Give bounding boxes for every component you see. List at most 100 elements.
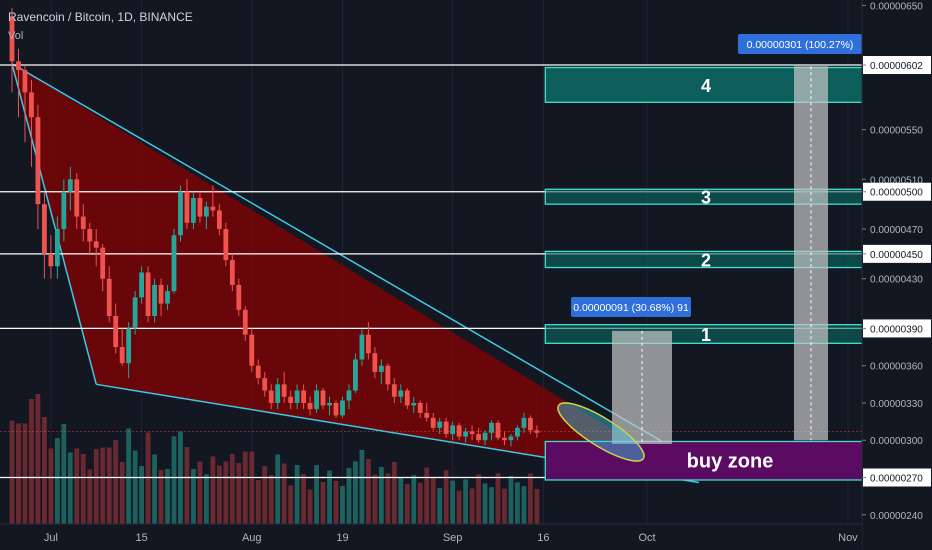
candle <box>482 432 488 441</box>
candle <box>288 396 294 403</box>
volume-bar <box>42 417 47 524</box>
volume-bar <box>100 447 106 524</box>
volume-bar <box>398 477 404 524</box>
candle <box>359 334 365 360</box>
candle <box>456 425 462 437</box>
candle <box>268 390 274 403</box>
volume-bar <box>366 459 371 524</box>
volume-bar <box>314 465 319 524</box>
volume-bar <box>327 470 332 524</box>
candle <box>372 353 378 372</box>
price-tick-label: 0.00000602 <box>870 61 923 72</box>
candle <box>281 384 287 397</box>
volume-bar <box>74 448 80 524</box>
volume-bar <box>9 420 15 524</box>
volume-bar <box>534 489 540 524</box>
volume-bar <box>359 450 365 524</box>
candle <box>476 434 481 441</box>
candle <box>320 390 326 406</box>
candle <box>301 390 306 403</box>
volume-bar <box>495 473 501 524</box>
wedge-lower-line <box>11 63 97 385</box>
volume-bar <box>521 486 527 524</box>
volume-bar <box>204 474 209 524</box>
price-tick-label: 0.00000510 <box>870 175 923 186</box>
volume-bar <box>249 451 255 524</box>
volume-bar <box>294 465 300 524</box>
candle <box>204 206 209 217</box>
candle <box>262 378 268 391</box>
price-tick-label: 0.00000390 <box>870 324 923 335</box>
volume-bar <box>80 454 86 524</box>
candle <box>184 191 190 223</box>
measure-label-box <box>571 297 691 317</box>
price-level-badge <box>863 319 931 338</box>
candle <box>346 390 352 401</box>
volume-bar <box>489 487 494 524</box>
volume-bar <box>35 394 41 524</box>
volume-bar <box>288 485 294 524</box>
candle <box>327 402 332 406</box>
candle <box>80 216 86 230</box>
candle <box>165 291 170 304</box>
candle <box>93 241 99 248</box>
zone-label-3: 3 <box>701 188 711 208</box>
volume-bar <box>145 432 151 524</box>
price-level-badge <box>863 182 931 201</box>
price-tick-label: 0.00000450 <box>870 250 923 261</box>
candle <box>216 210 222 230</box>
volume-bar <box>411 475 417 524</box>
candle <box>152 284 157 316</box>
candle <box>469 431 475 435</box>
candle <box>430 417 436 428</box>
candle <box>242 309 248 335</box>
volume-bar <box>210 456 216 524</box>
volume-bar <box>191 469 196 524</box>
volume-bar <box>333 480 339 524</box>
volume-bar <box>372 474 378 524</box>
candle <box>197 197 203 217</box>
price-tick-label: 0.00000300 <box>870 436 923 447</box>
volume-bar <box>469 488 475 524</box>
candle <box>398 390 404 397</box>
time-tick-label: 15 <box>135 532 147 544</box>
volume-bar <box>378 467 384 524</box>
measure-label-box <box>738 34 862 54</box>
candle <box>9 17 15 62</box>
candle <box>404 390 410 406</box>
candle <box>450 425 456 435</box>
volume-bar <box>353 461 358 524</box>
candle <box>210 206 216 211</box>
candle <box>178 191 183 236</box>
volume-bar <box>223 461 229 524</box>
candle <box>119 347 125 364</box>
candle <box>495 422 501 438</box>
candle <box>61 191 67 230</box>
wedge-apex-ellipse <box>557 402 645 462</box>
volume-bar <box>443 470 449 524</box>
candle <box>307 402 313 410</box>
volume-bar <box>255 480 261 524</box>
chart-title: Ravencoin / Bitcoin, 1D, BINANCE <box>8 10 193 24</box>
volume-bar <box>67 452 73 524</box>
candle <box>508 436 514 441</box>
price-tick-label: 0.00000360 <box>870 362 923 373</box>
candle <box>126 328 132 364</box>
candle <box>255 365 261 379</box>
candle <box>333 402 339 416</box>
volume-bar <box>16 423 21 524</box>
measure-label: 0.00000301 (100.27%) <box>747 39 854 51</box>
volume-bar <box>385 473 391 524</box>
volume-bar <box>242 451 248 524</box>
time-tick-label: Jul <box>44 532 58 544</box>
candle <box>171 235 177 292</box>
candle <box>340 400 345 416</box>
candle <box>366 334 371 354</box>
candle <box>294 390 300 403</box>
price-level-badge <box>863 56 931 75</box>
candle <box>437 421 443 428</box>
candle <box>191 197 196 223</box>
candle <box>106 278 112 316</box>
volume-bar <box>502 488 507 524</box>
